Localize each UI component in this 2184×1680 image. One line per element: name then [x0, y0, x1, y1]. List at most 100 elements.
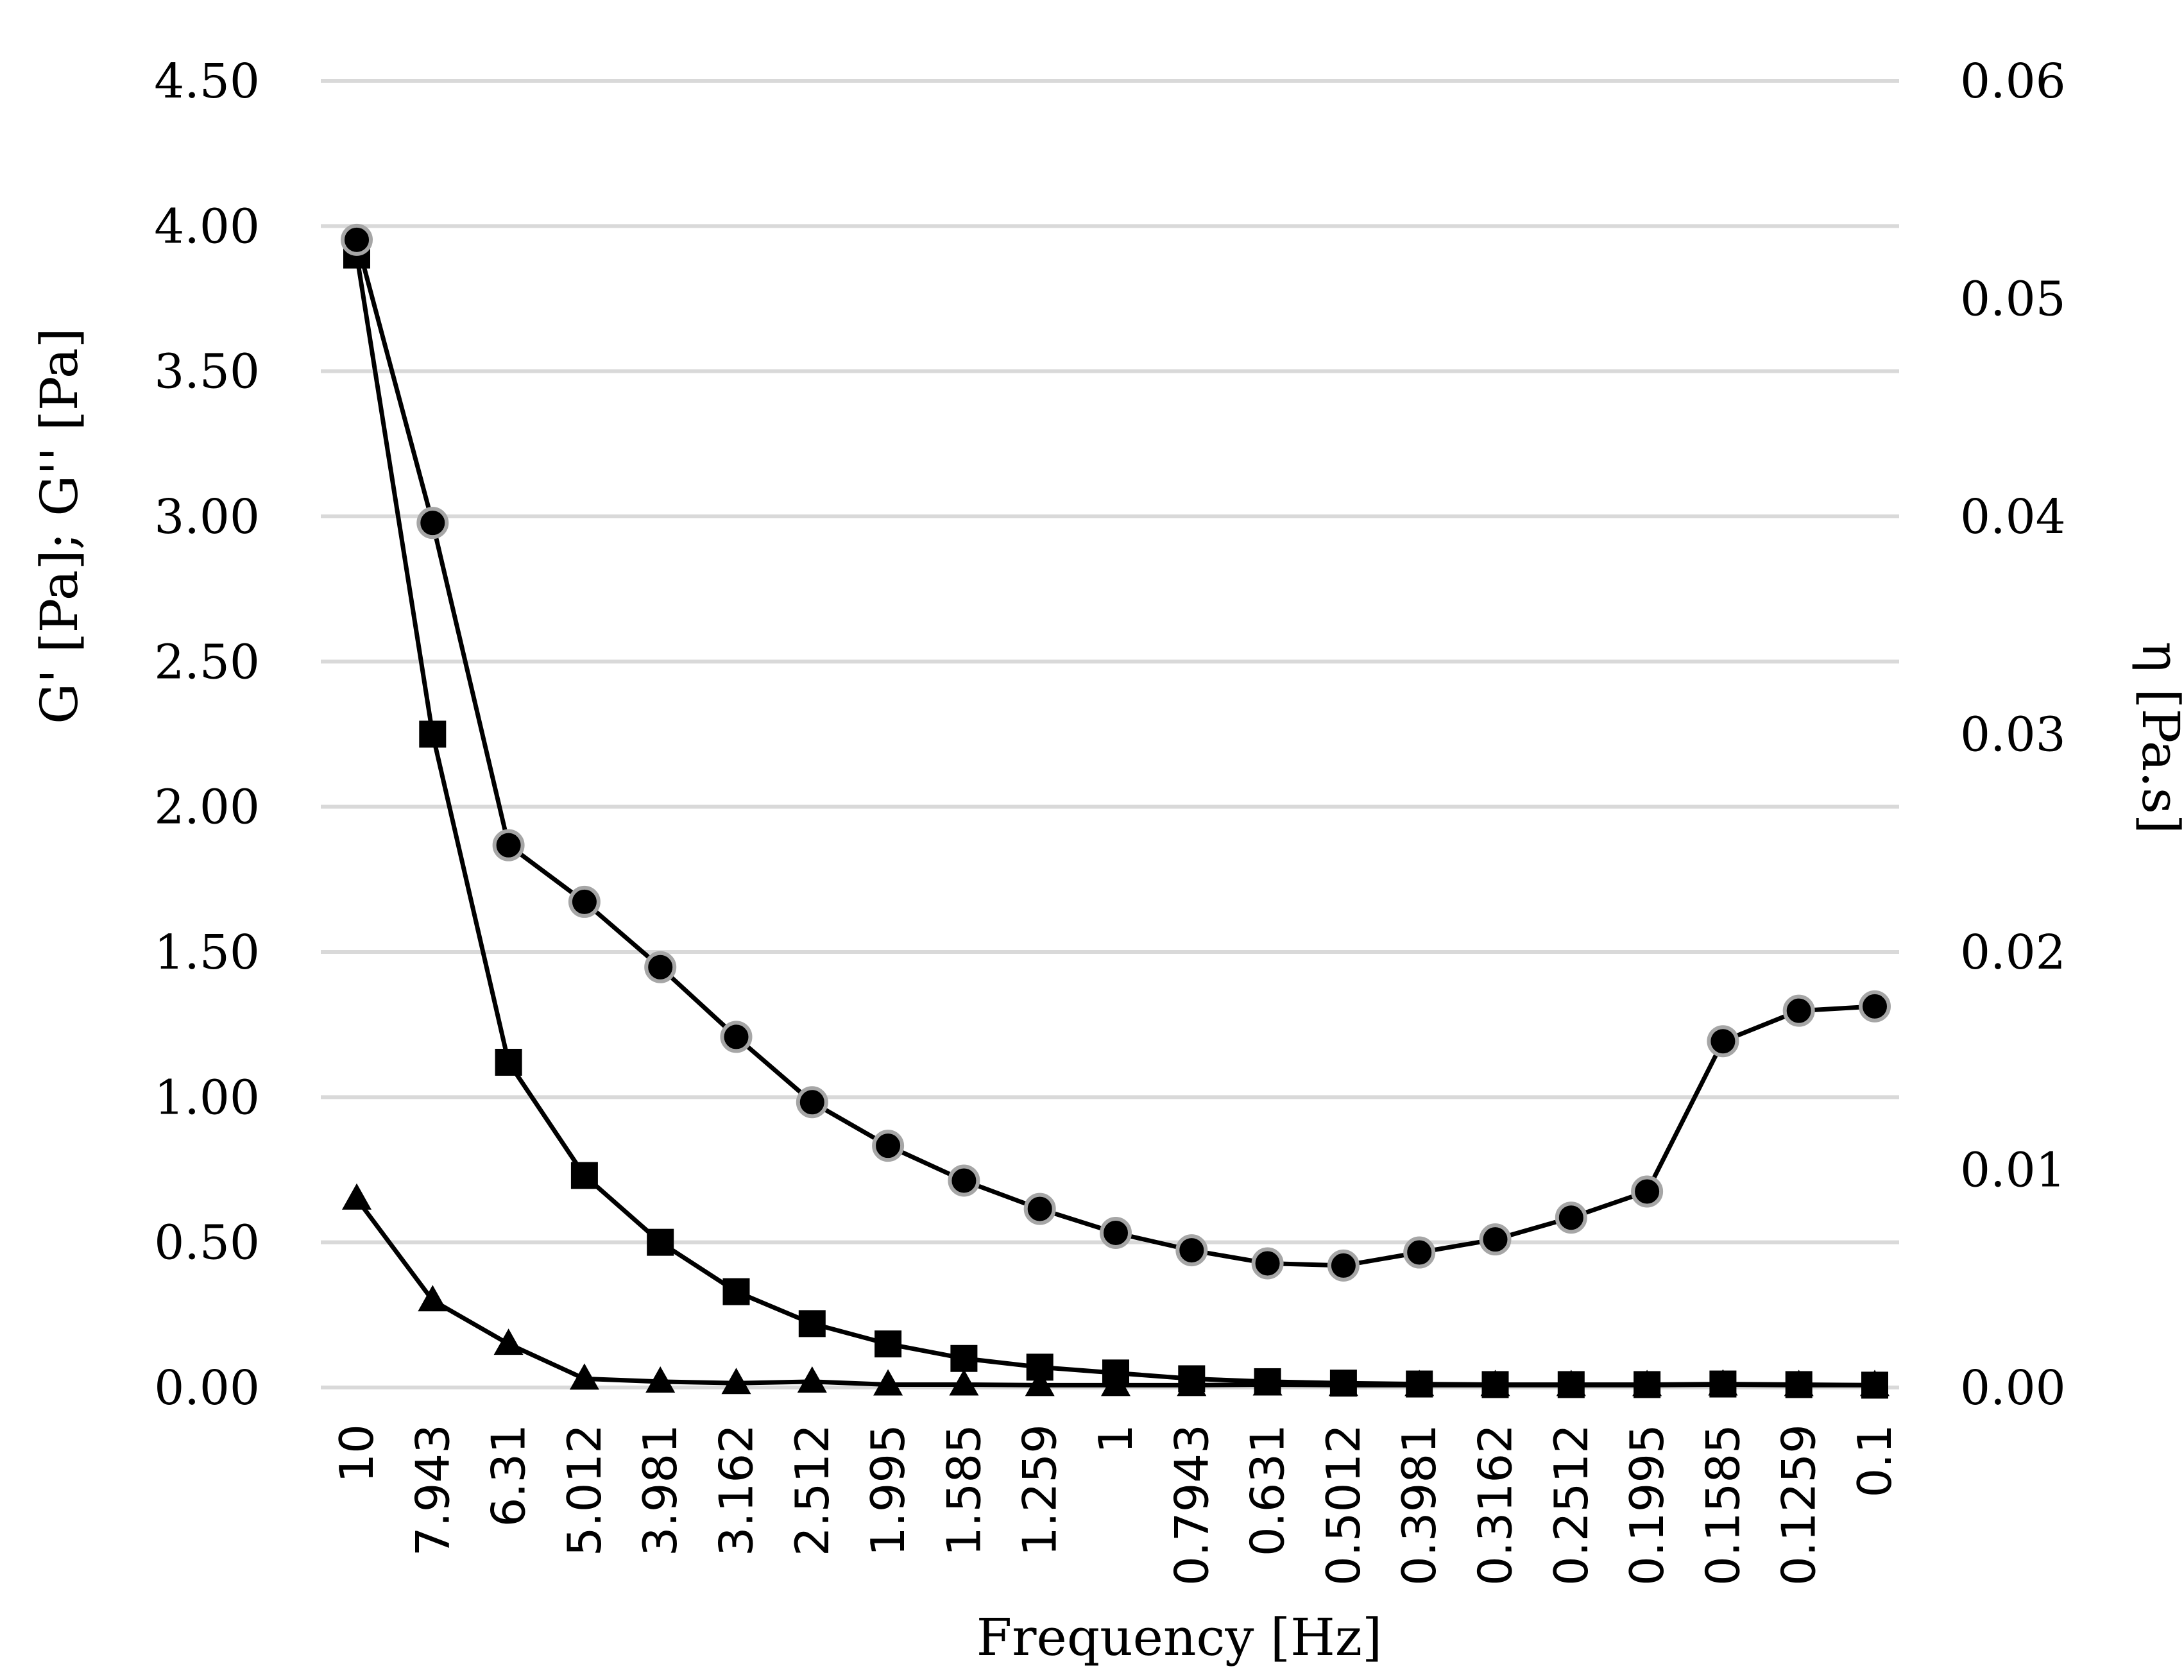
data-point	[797, 1366, 827, 1393]
x-tick-label: 0.1259	[1772, 1424, 1826, 1586]
data-point	[1023, 1192, 1056, 1225]
data-point	[569, 1363, 599, 1390]
data-point	[1251, 1247, 1284, 1280]
right-axis-ticks: 0.00 0.01 0.02 0.03 0.04 0.05 0.06	[1960, 54, 2066, 1416]
data-point	[873, 1369, 903, 1396]
data-point	[1175, 1234, 1208, 1267]
data-point	[949, 1369, 979, 1396]
left-axis-ticks: 0.00 0.50 1.00 1.50 2.00 2.50 3.00 3.50 4.00 4.50	[154, 54, 260, 1416]
series-triangle	[342, 1183, 1890, 1396]
x-tick-label: 0.1	[1848, 1424, 1902, 1498]
data-point	[1555, 1201, 1587, 1234]
x-axis-ticks: 10 7.943 6.31 5.012 3.981 3.162 2.512 1.995 1.58…	[330, 1424, 1902, 1586]
x-tick-label: 0.2512	[1544, 1424, 1598, 1586]
data-point	[722, 1278, 750, 1305]
left-tick-label: 2.50	[154, 634, 260, 690]
x-tick-label: 7.943	[405, 1424, 459, 1556]
x-tick-label: 10	[330, 1424, 384, 1483]
data-point	[720, 1021, 753, 1053]
data-point	[1252, 1369, 1283, 1396]
data-point	[647, 1228, 674, 1256]
data-point	[948, 1164, 980, 1197]
data-point	[1480, 1370, 1510, 1396]
data-point	[1631, 1175, 1664, 1208]
data-point	[644, 951, 677, 983]
right-tick-label: 0.03	[1960, 708, 2066, 763]
data-point	[874, 1330, 902, 1358]
left-tick-label: 1.00	[154, 1070, 260, 1125]
data-point	[1782, 994, 1815, 1027]
data-point	[1403, 1236, 1436, 1269]
data-point	[1707, 1025, 1739, 1058]
data-point	[1859, 990, 1891, 1022]
data-point	[418, 1285, 448, 1312]
x-tick-label: 6.31	[482, 1424, 536, 1527]
data-point	[493, 1328, 524, 1355]
data-point	[416, 507, 449, 539]
series-layer	[341, 223, 1891, 1399]
x-tick-label: 0.3981	[1392, 1424, 1446, 1586]
data-point	[1328, 1370, 1358, 1396]
data-point	[721, 1368, 751, 1395]
x-axis-title: Frequency [Hz]	[977, 1608, 1382, 1667]
left-tick-label: 0.50	[154, 1216, 260, 1271]
x-tick-label: 0.631	[1241, 1424, 1295, 1556]
data-point	[1327, 1249, 1360, 1282]
x-tick-label: 1	[1089, 1424, 1143, 1454]
x-tick-label: 3.162	[710, 1424, 764, 1556]
left-tick-label: 3.50	[154, 344, 260, 400]
x-tick-label: 5.012	[558, 1424, 611, 1556]
left-axis-title: G' [Pa]; G'' [Pa]	[30, 328, 89, 724]
x-tick-label: 3.981	[633, 1424, 687, 1556]
data-point	[341, 223, 373, 256]
left-tick-label: 4.50	[154, 54, 260, 109]
right-tick-label: 0.05	[1960, 272, 2066, 327]
data-point	[798, 1310, 826, 1337]
data-point	[1025, 1370, 1055, 1396]
data-point	[1404, 1370, 1435, 1396]
data-point	[492, 829, 525, 861]
right-tick-label: 0.01	[1960, 1143, 2066, 1198]
data-point	[1479, 1223, 1512, 1256]
gridlines	[321, 79, 1899, 1389]
x-tick-label: 1.585	[937, 1424, 991, 1556]
data-point	[872, 1130, 905, 1162]
x-tick-label: 0.3162	[1469, 1424, 1523, 1586]
right-axis-title: η [Pa.s]	[2131, 641, 2184, 834]
series-line	[354, 239, 1875, 1268]
data-point	[1100, 1216, 1132, 1249]
x-tick-label: 2.512	[785, 1424, 839, 1556]
left-tick-label: 2.00	[154, 780, 260, 835]
data-point	[796, 1086, 828, 1119]
left-tick-label: 1.50	[154, 925, 260, 980]
x-tick-label: 0.1995	[1620, 1424, 1674, 1586]
data-point	[342, 1183, 371, 1210]
left-tick-label: 0.00	[154, 1361, 260, 1416]
left-tick-label: 4.00	[154, 199, 260, 254]
x-tick-label: 1.995	[861, 1424, 915, 1556]
data-point	[1101, 1370, 1130, 1396]
data-point	[1632, 1370, 1662, 1396]
data-point	[1556, 1370, 1586, 1396]
x-tick-label: 1.259	[1013, 1424, 1067, 1556]
right-tick-label: 0.02	[1960, 925, 2066, 980]
series-circle	[341, 223, 1891, 1282]
right-tick-label: 0.06	[1960, 54, 2066, 109]
data-point	[645, 1366, 676, 1393]
data-point	[495, 1049, 522, 1076]
data-point	[1784, 1370, 1814, 1396]
data-point	[419, 720, 447, 748]
data-point	[1708, 1369, 1738, 1396]
left-tick-label: 3.00	[154, 489, 260, 545]
x-tick-label: 0.5012	[1317, 1424, 1370, 1586]
x-tick-label: 0.7943	[1165, 1424, 1218, 1586]
x-tick-label: 0.1585	[1696, 1424, 1750, 1586]
data-point	[950, 1345, 978, 1372]
data-point	[1177, 1370, 1207, 1396]
data-point	[1860, 1370, 1890, 1396]
data-point	[568, 885, 601, 918]
right-tick-label: 0.04	[1960, 489, 2066, 545]
right-tick-label: 0.00	[1960, 1361, 2066, 1416]
data-point	[570, 1162, 598, 1189]
